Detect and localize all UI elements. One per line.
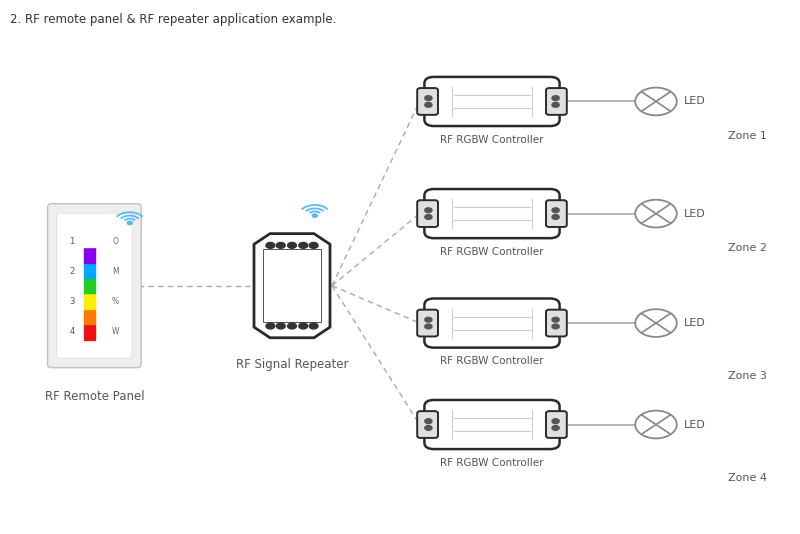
Circle shape bbox=[552, 103, 559, 107]
FancyBboxPatch shape bbox=[546, 411, 567, 438]
Circle shape bbox=[266, 242, 275, 248]
Bar bbox=[84, 278, 95, 293]
Text: Zone 1: Zone 1 bbox=[728, 131, 767, 141]
Circle shape bbox=[552, 208, 559, 213]
Circle shape bbox=[635, 88, 677, 115]
Polygon shape bbox=[254, 234, 330, 337]
Text: RF Remote Panel: RF Remote Panel bbox=[45, 390, 144, 403]
Bar bbox=[263, 249, 321, 322]
Circle shape bbox=[277, 242, 285, 248]
Text: %: % bbox=[112, 297, 119, 306]
Circle shape bbox=[310, 242, 318, 248]
Circle shape bbox=[552, 96, 559, 100]
Circle shape bbox=[288, 242, 296, 248]
Text: 3: 3 bbox=[69, 297, 74, 306]
Text: Zone 3: Zone 3 bbox=[728, 371, 767, 381]
Bar bbox=[84, 324, 95, 340]
Circle shape bbox=[127, 221, 132, 225]
FancyBboxPatch shape bbox=[57, 213, 132, 358]
Circle shape bbox=[312, 214, 318, 217]
FancyBboxPatch shape bbox=[48, 203, 141, 367]
Bar bbox=[84, 309, 95, 324]
Text: LED: LED bbox=[684, 318, 706, 328]
Text: M: M bbox=[112, 267, 119, 276]
FancyBboxPatch shape bbox=[418, 200, 438, 227]
Circle shape bbox=[552, 215, 559, 219]
FancyBboxPatch shape bbox=[546, 88, 567, 115]
Text: RF RGBW Controller: RF RGBW Controller bbox=[440, 247, 544, 257]
Circle shape bbox=[425, 419, 432, 423]
Text: RF RGBW Controller: RF RGBW Controller bbox=[440, 135, 544, 145]
Circle shape bbox=[635, 200, 677, 227]
Circle shape bbox=[552, 317, 559, 322]
Circle shape bbox=[288, 323, 296, 329]
Text: LED: LED bbox=[684, 420, 706, 429]
Text: W: W bbox=[112, 327, 119, 335]
Circle shape bbox=[552, 426, 559, 430]
Circle shape bbox=[425, 426, 432, 430]
Text: Zone 2: Zone 2 bbox=[728, 243, 767, 253]
Text: Zone 4: Zone 4 bbox=[728, 473, 767, 483]
Text: 4: 4 bbox=[69, 327, 74, 335]
Circle shape bbox=[425, 208, 432, 213]
Circle shape bbox=[425, 215, 432, 219]
FancyBboxPatch shape bbox=[424, 189, 560, 238]
Bar bbox=[84, 232, 95, 247]
Circle shape bbox=[425, 317, 432, 322]
Bar bbox=[84, 293, 95, 309]
FancyBboxPatch shape bbox=[424, 400, 560, 449]
Text: LED: LED bbox=[684, 97, 706, 106]
Circle shape bbox=[310, 323, 318, 329]
Circle shape bbox=[635, 309, 677, 337]
Text: 2: 2 bbox=[69, 267, 74, 276]
Circle shape bbox=[299, 242, 307, 248]
FancyBboxPatch shape bbox=[424, 77, 560, 126]
Bar bbox=[84, 247, 95, 263]
Bar bbox=[84, 263, 95, 278]
Text: O: O bbox=[113, 237, 118, 246]
Text: RF Signal Repeater: RF Signal Repeater bbox=[236, 358, 348, 371]
FancyBboxPatch shape bbox=[546, 310, 567, 336]
Text: LED: LED bbox=[684, 209, 706, 218]
FancyBboxPatch shape bbox=[546, 200, 567, 227]
Circle shape bbox=[635, 411, 677, 438]
Text: 1: 1 bbox=[69, 237, 74, 246]
Text: RF RGBW Controller: RF RGBW Controller bbox=[440, 458, 544, 468]
Circle shape bbox=[299, 323, 307, 329]
Circle shape bbox=[425, 96, 432, 100]
FancyBboxPatch shape bbox=[418, 88, 438, 115]
FancyBboxPatch shape bbox=[424, 299, 560, 348]
Text: 2. RF remote panel & RF repeater application example.: 2. RF remote panel & RF repeater applica… bbox=[10, 13, 336, 26]
Circle shape bbox=[425, 103, 432, 107]
Circle shape bbox=[425, 324, 432, 329]
Circle shape bbox=[277, 323, 285, 329]
Circle shape bbox=[552, 419, 559, 423]
Circle shape bbox=[552, 324, 559, 329]
FancyBboxPatch shape bbox=[418, 411, 438, 438]
Circle shape bbox=[266, 323, 275, 329]
Text: RF RGBW Controller: RF RGBW Controller bbox=[440, 356, 544, 366]
FancyBboxPatch shape bbox=[418, 310, 438, 336]
